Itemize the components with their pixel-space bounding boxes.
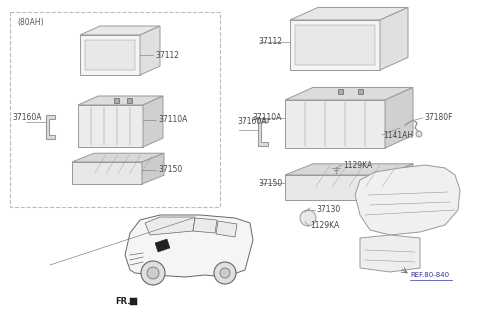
Polygon shape: [380, 8, 408, 70]
Text: 37112: 37112: [155, 50, 179, 60]
Polygon shape: [285, 175, 385, 200]
Polygon shape: [46, 115, 55, 139]
Polygon shape: [85, 40, 135, 70]
Polygon shape: [78, 96, 163, 105]
Polygon shape: [80, 35, 140, 75]
Polygon shape: [145, 217, 195, 235]
Polygon shape: [125, 215, 253, 277]
Text: 37160A: 37160A: [237, 117, 266, 127]
Polygon shape: [355, 165, 460, 235]
Text: 37110A: 37110A: [252, 113, 281, 123]
Polygon shape: [72, 162, 142, 184]
Polygon shape: [127, 98, 132, 103]
Polygon shape: [143, 96, 163, 147]
Polygon shape: [258, 118, 268, 146]
Polygon shape: [295, 25, 375, 65]
Polygon shape: [358, 89, 363, 95]
Text: 1129KA: 1129KA: [343, 161, 372, 169]
Text: 37160A: 37160A: [12, 113, 41, 123]
Circle shape: [214, 262, 236, 284]
Polygon shape: [193, 218, 217, 233]
Polygon shape: [80, 26, 160, 35]
Polygon shape: [290, 20, 380, 70]
Polygon shape: [140, 26, 160, 75]
Bar: [130, 298, 137, 305]
Polygon shape: [114, 98, 119, 103]
Text: FR.: FR.: [115, 298, 131, 306]
Circle shape: [220, 268, 230, 278]
Polygon shape: [285, 87, 413, 100]
Polygon shape: [155, 239, 170, 252]
Bar: [10, 12, 220, 207]
Circle shape: [147, 267, 159, 279]
Polygon shape: [78, 105, 143, 147]
Polygon shape: [385, 87, 413, 148]
Text: 1141AH: 1141AH: [383, 130, 413, 140]
Polygon shape: [285, 100, 385, 148]
Text: REF.80-840: REF.80-840: [410, 272, 449, 278]
Polygon shape: [360, 235, 420, 272]
Polygon shape: [385, 164, 413, 200]
Circle shape: [300, 210, 316, 226]
Polygon shape: [290, 8, 408, 20]
Circle shape: [416, 131, 422, 137]
Circle shape: [141, 261, 165, 285]
Text: 37150: 37150: [158, 165, 182, 175]
Text: (80AH): (80AH): [17, 18, 44, 27]
Polygon shape: [285, 164, 413, 175]
Text: 37180F: 37180F: [424, 113, 453, 123]
Text: 37130: 37130: [316, 205, 340, 215]
Polygon shape: [142, 153, 164, 184]
Text: 37112: 37112: [258, 38, 282, 46]
Text: 1129KA: 1129KA: [310, 221, 339, 231]
Polygon shape: [72, 153, 164, 162]
Text: 37150: 37150: [258, 179, 282, 187]
Polygon shape: [338, 89, 343, 95]
Text: 37110A: 37110A: [158, 115, 187, 125]
Polygon shape: [216, 221, 237, 237]
